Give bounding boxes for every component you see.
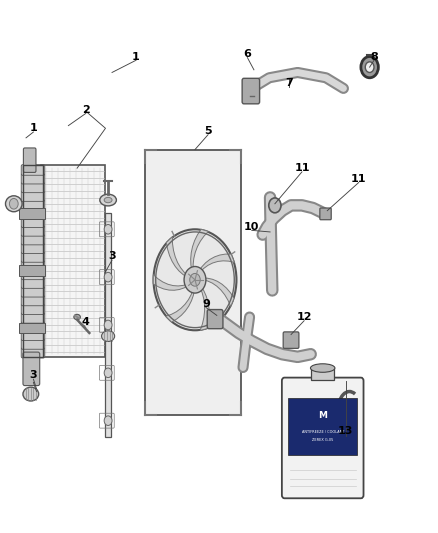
FancyBboxPatch shape [23, 352, 40, 385]
FancyBboxPatch shape [23, 148, 36, 172]
Polygon shape [199, 254, 234, 272]
Text: 13: 13 [338, 426, 353, 437]
Ellipse shape [23, 387, 39, 401]
Circle shape [104, 368, 112, 377]
FancyBboxPatch shape [21, 243, 45, 254]
Ellipse shape [104, 197, 112, 203]
Text: 3: 3 [108, 251, 116, 261]
FancyBboxPatch shape [21, 338, 45, 349]
Text: 12: 12 [297, 312, 312, 322]
Circle shape [104, 224, 112, 234]
Text: ZEREX G-05: ZEREX G-05 [312, 438, 333, 442]
FancyBboxPatch shape [21, 321, 45, 332]
FancyBboxPatch shape [21, 348, 45, 358]
Ellipse shape [311, 364, 335, 372]
Text: M: M [318, 410, 327, 419]
Bar [145, 150, 241, 415]
Ellipse shape [100, 194, 117, 206]
FancyBboxPatch shape [21, 278, 45, 288]
FancyBboxPatch shape [207, 310, 223, 329]
Circle shape [10, 198, 18, 209]
Text: 5: 5 [204, 126, 212, 136]
Circle shape [104, 320, 112, 330]
FancyBboxPatch shape [21, 312, 45, 323]
FancyBboxPatch shape [21, 286, 45, 297]
Text: 2: 2 [82, 104, 90, 115]
FancyBboxPatch shape [21, 260, 45, 271]
Circle shape [184, 266, 206, 293]
Bar [19, 208, 45, 219]
FancyBboxPatch shape [21, 330, 45, 341]
Polygon shape [166, 289, 194, 322]
Polygon shape [153, 274, 189, 290]
FancyBboxPatch shape [21, 173, 45, 184]
FancyBboxPatch shape [21, 252, 45, 262]
Text: 6: 6 [244, 49, 251, 59]
Text: ANTIFREEZE / COOLANT: ANTIFREEZE / COOLANT [301, 430, 344, 434]
FancyBboxPatch shape [21, 165, 45, 175]
FancyBboxPatch shape [21, 182, 45, 192]
Circle shape [104, 272, 112, 282]
Ellipse shape [6, 196, 22, 212]
Text: 1: 1 [132, 52, 140, 61]
Text: 11: 11 [294, 163, 310, 173]
FancyBboxPatch shape [21, 304, 45, 314]
Circle shape [269, 198, 281, 213]
FancyBboxPatch shape [21, 225, 45, 236]
Bar [41, 165, 105, 357]
Text: 10: 10 [244, 222, 259, 232]
Polygon shape [191, 229, 208, 271]
Text: 7: 7 [285, 78, 293, 88]
Ellipse shape [102, 331, 115, 342]
Text: 3: 3 [30, 370, 37, 381]
Bar [288, 398, 357, 455]
FancyBboxPatch shape [21, 235, 45, 245]
FancyBboxPatch shape [21, 295, 45, 306]
Text: 9: 9 [202, 298, 210, 309]
Circle shape [365, 62, 374, 72]
Ellipse shape [74, 314, 81, 320]
Bar [22, 165, 43, 357]
FancyBboxPatch shape [283, 332, 299, 349]
FancyBboxPatch shape [320, 208, 331, 220]
Polygon shape [203, 278, 234, 306]
Text: 4: 4 [82, 317, 90, 327]
FancyBboxPatch shape [21, 191, 45, 201]
Polygon shape [200, 286, 209, 330]
FancyBboxPatch shape [242, 78, 260, 104]
FancyBboxPatch shape [21, 217, 45, 228]
FancyBboxPatch shape [21, 269, 45, 280]
Circle shape [361, 56, 378, 78]
Circle shape [153, 229, 237, 330]
FancyBboxPatch shape [21, 208, 45, 219]
Bar [311, 368, 334, 379]
Bar [106, 213, 111, 437]
Circle shape [104, 416, 112, 425]
Bar [19, 265, 45, 276]
Text: 1: 1 [30, 123, 37, 133]
Bar [19, 323, 45, 334]
Text: 8: 8 [370, 52, 378, 61]
FancyBboxPatch shape [21, 199, 45, 210]
Text: 11: 11 [351, 174, 367, 184]
FancyBboxPatch shape [282, 377, 364, 498]
Polygon shape [166, 237, 188, 277]
Circle shape [190, 273, 200, 286]
